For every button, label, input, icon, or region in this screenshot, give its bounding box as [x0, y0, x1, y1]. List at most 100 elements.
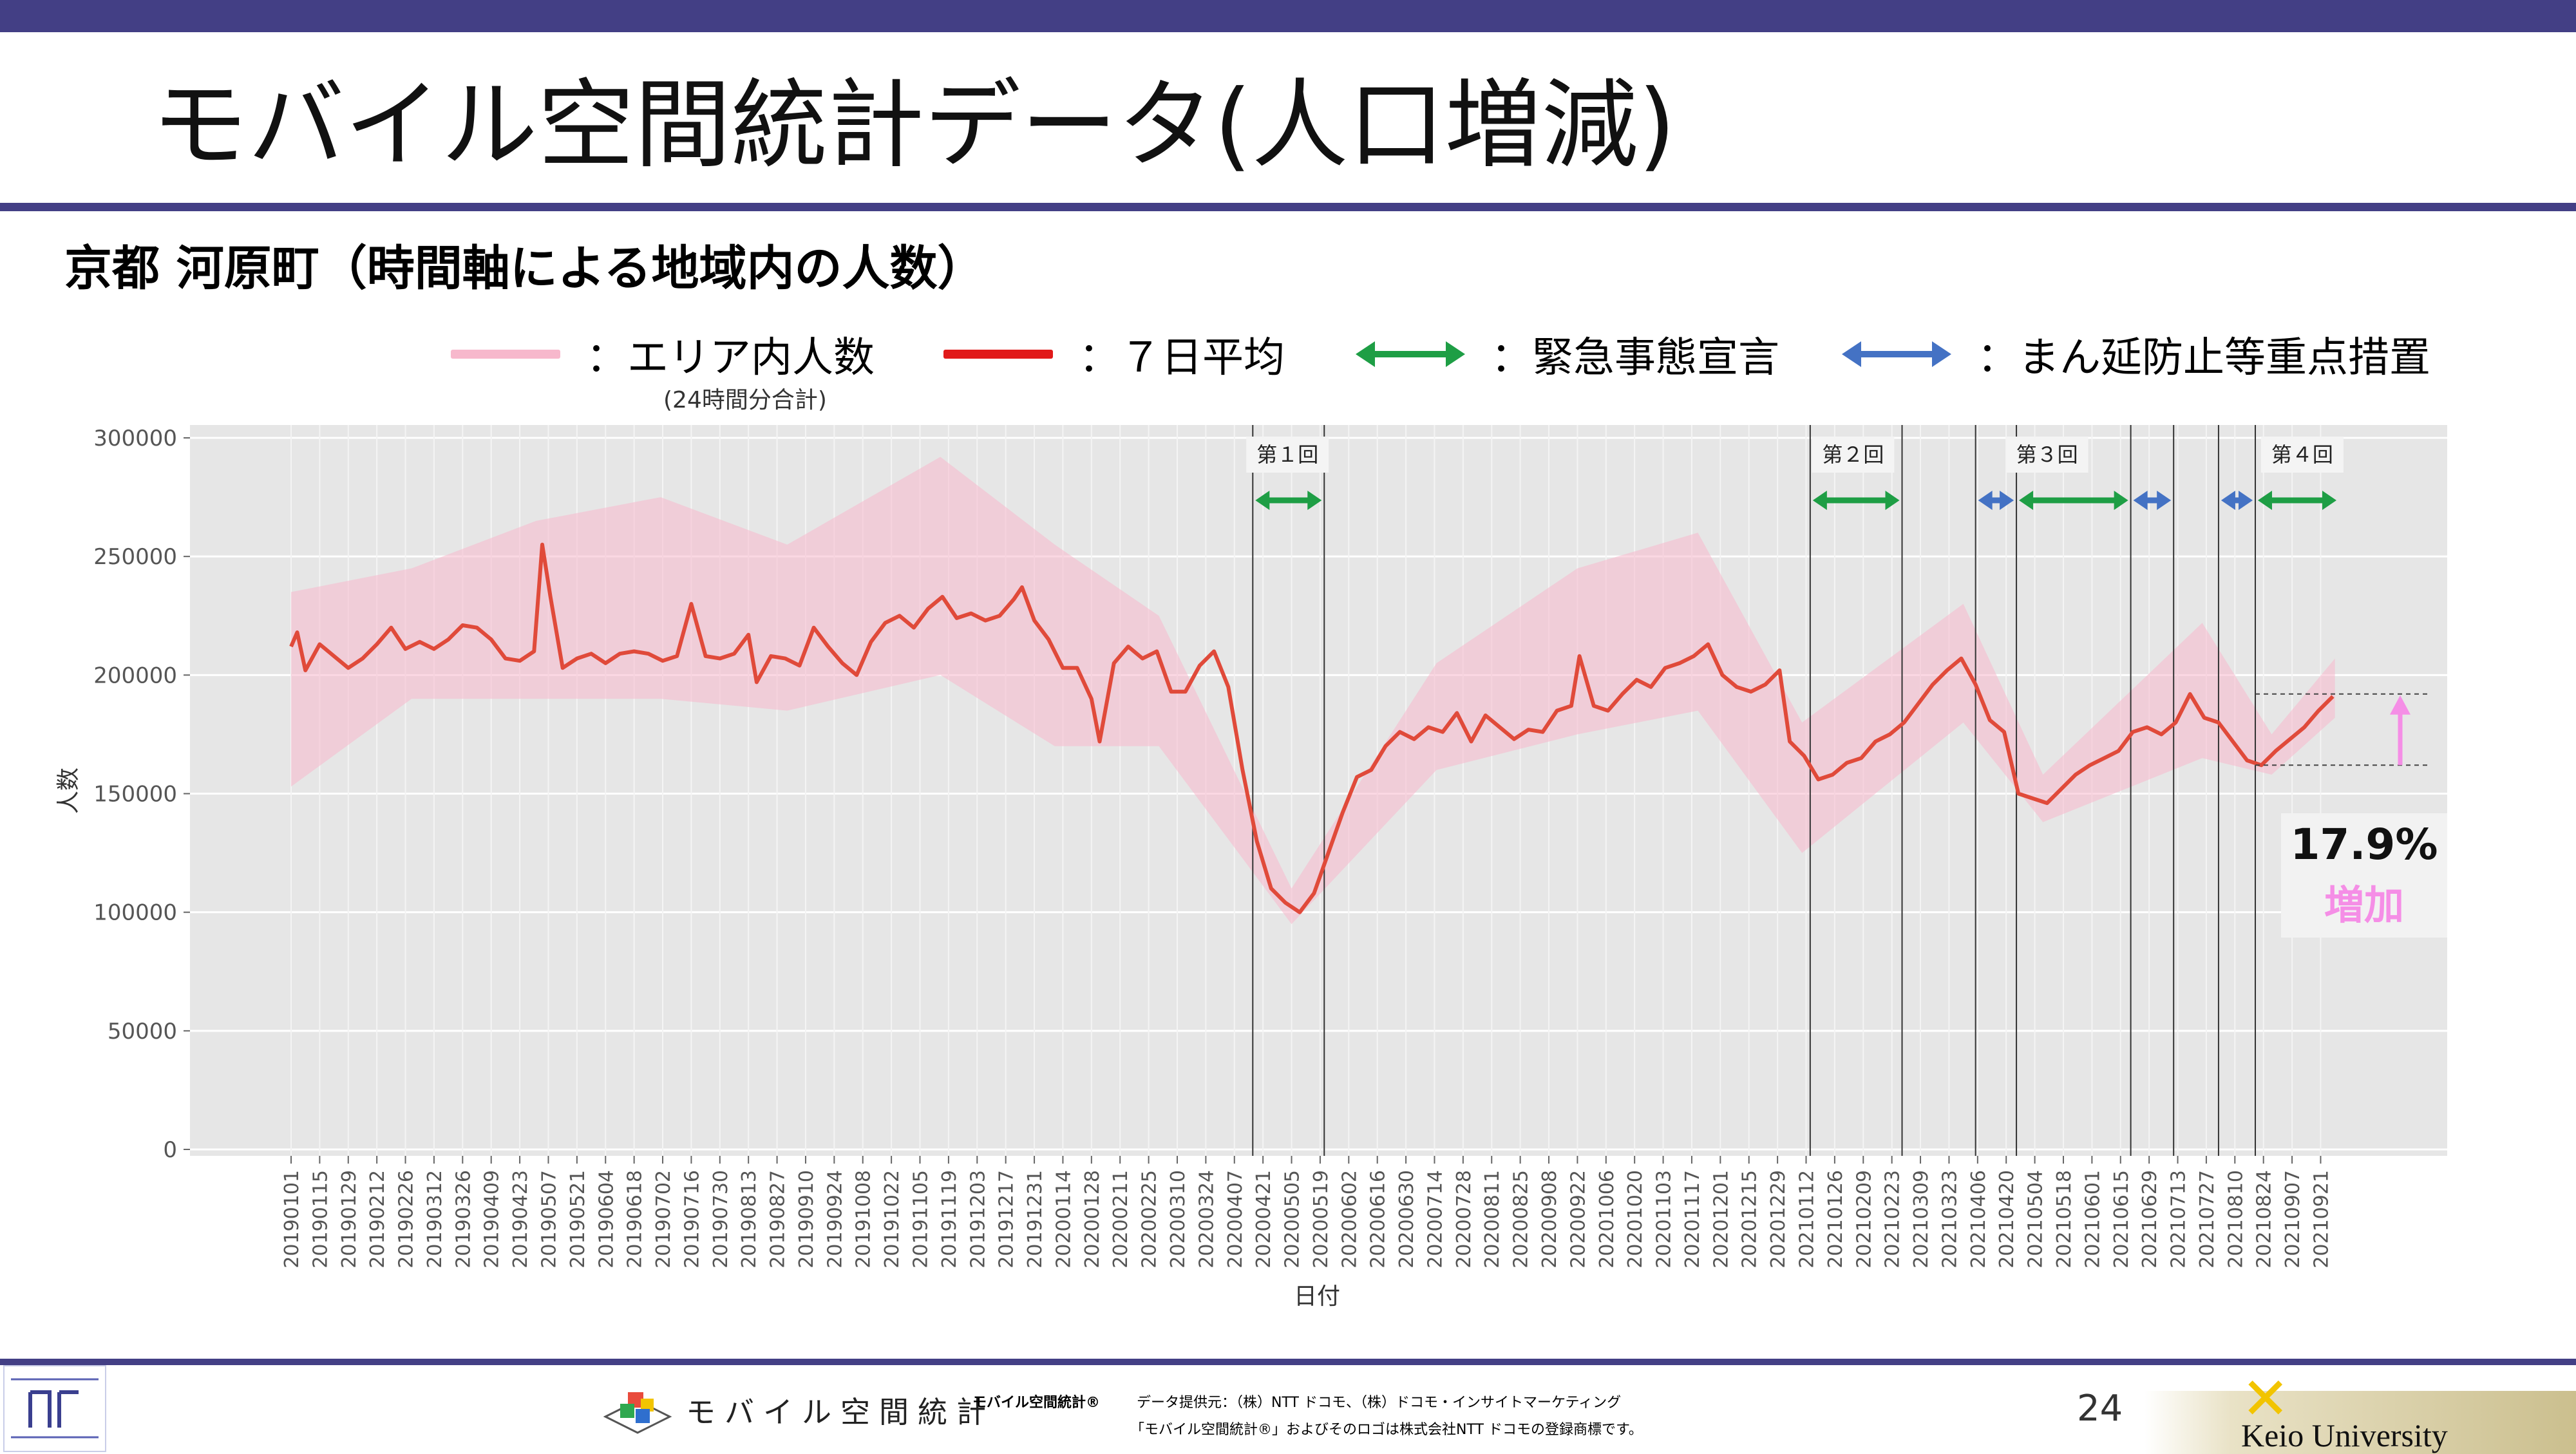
- priority-measure-arrow: [2221, 491, 2253, 510]
- period-arrow-head-right: [2239, 491, 2253, 510]
- x-tick-label: 20190910: [795, 1170, 818, 1269]
- period-arrow-head-right: [1307, 491, 1322, 510]
- y-tick-label: 300000: [93, 426, 177, 451]
- declaration-periods: 第１回 第２回 第３回 第４回: [1246, 437, 2344, 510]
- emergency-period-arrow: [2019, 491, 2128, 510]
- period-label: 第２回: [1822, 442, 1884, 467]
- x-tick-label: 20191008: [853, 1170, 875, 1269]
- page-number: 24: [2077, 1388, 2123, 1430]
- legend-label: ：まん延防止等重点措置: [1977, 334, 2430, 382]
- priority-measure-arrow: [1978, 491, 2014, 510]
- y-tick-label: 0: [163, 1137, 177, 1163]
- x-tick-label: 20200421: [1253, 1170, 1275, 1269]
- period-label: 第３回: [2016, 442, 2078, 467]
- x-tick-label: 20201117: [1681, 1170, 1704, 1269]
- x-tick-label: 20210112: [1796, 1170, 1819, 1269]
- x-tick-label: 20210615: [2110, 1170, 2133, 1269]
- x-tick-label: 20190129: [338, 1170, 361, 1269]
- x-tick-label: 20200616: [1367, 1170, 1390, 1269]
- x-tick-label: 20190730: [710, 1170, 732, 1269]
- x-tick-label: 20210209: [1853, 1170, 1875, 1269]
- legend-sub-note: (24時間分合計): [663, 387, 827, 413]
- legend-item-emergency: ：緊急事態宣言: [1356, 322, 1779, 386]
- x-tick-label: 20190115: [309, 1170, 332, 1269]
- x-tick-label: 20210824: [2253, 1170, 2276, 1269]
- x-tick-label: 20190312: [424, 1170, 446, 1269]
- x-tick-label: 20210223: [1882, 1170, 1904, 1269]
- x-axis: 20190101 20190115 20190129 20190212 20190226…: [281, 1156, 2333, 1269]
- x-tick-label: 20210420: [1996, 1170, 2018, 1269]
- x-tick-label: 20200602: [1338, 1170, 1361, 1269]
- x-axis-label: 日付: [1294, 1283, 1340, 1310]
- x-tick-label: 20190326: [452, 1170, 475, 1269]
- x-tick-label: 20200908: [1539, 1170, 1561, 1269]
- period-label-box: [1246, 437, 1329, 473]
- legend-label: ：エリア内人数: [586, 334, 875, 382]
- population-line-chart: 第１回 第２回 第３回 第４回 0 50000 100000 150000 200000 250…: [55, 425, 2447, 1310]
- x-tick-label: 20210921: [2310, 1170, 2333, 1269]
- x-tick-label: 20200225: [1139, 1170, 1161, 1269]
- period-arrow-head-right: [1885, 491, 1900, 510]
- lab-logo: [3, 1365, 106, 1452]
- x-tick-label: 20210309: [1910, 1170, 1933, 1269]
- period-arrow-head-right: [2157, 491, 2172, 510]
- blue-double-arrow-icon: [1842, 341, 1951, 367]
- legend-item-area-count: ：エリア内人数: [451, 322, 875, 386]
- y-tick-label: 250000: [93, 544, 177, 570]
- y-tick-label: 100000: [93, 900, 177, 926]
- x-tick-label: 20190813: [738, 1170, 761, 1269]
- x-tick-label: 20200714: [1424, 1170, 1446, 1269]
- mobile-spatial-logo: モバイル空間統計: [602, 1384, 995, 1436]
- priority-measure-arrow: [2133, 491, 2172, 510]
- daily-count-band: [291, 457, 2335, 925]
- x-tick-label: 20191231: [1024, 1170, 1046, 1269]
- x-tick-label: 20190409: [481, 1170, 504, 1269]
- x-tick-label: 20190521: [567, 1170, 589, 1269]
- top-accent-bar: [0, 0, 2576, 32]
- x-tick-label: 20210907: [2282, 1170, 2304, 1269]
- x-tick-label: 20190924: [824, 1170, 846, 1269]
- x-tick-label: 20210601: [2081, 1170, 2104, 1269]
- seven-day-average-series: [289, 542, 2334, 914]
- footer-logo-text: モバイル空間統計: [686, 1395, 995, 1430]
- x-tick-label: 20201103: [1653, 1170, 1676, 1269]
- x-tick-label: 20191022: [881, 1170, 904, 1269]
- annotation-percent: 17.9%: [2290, 820, 2438, 869]
- footer-credit-line1: データ提供元：（株）NTT ドコモ、（株）ドコモ・インサイトマーケティング: [1137, 1395, 1622, 1411]
- period-arrow-head-left: [1255, 491, 1270, 510]
- x-tick-label: 20191119: [938, 1170, 961, 1269]
- x-tick-label: 20200519: [1310, 1170, 1332, 1269]
- x-tick-label: 20191105: [910, 1170, 933, 1269]
- x-tick-label: 20200324: [1195, 1170, 1218, 1269]
- period-label-box: [2260, 437, 2344, 473]
- period-label-box: [2005, 437, 2088, 473]
- x-tick-label: 20210518: [2053, 1170, 2076, 1269]
- x-tick-label: 20200728: [1453, 1170, 1475, 1269]
- x-tick-label: 20190212: [366, 1170, 389, 1269]
- period-arrow-head-right: [2114, 491, 2128, 510]
- university-logo: ✕ Keio University: [2145, 1365, 2576, 1454]
- x-tick-label: 20210727: [2196, 1170, 2219, 1269]
- x-tick-label: 20190423: [509, 1170, 532, 1269]
- x-tick-label: 20201020: [1624, 1170, 1647, 1269]
- y-tick-label: 150000: [93, 782, 177, 807]
- period-label-box: [1812, 437, 1895, 473]
- pen-mark-icon: ✕: [2241, 1365, 2290, 1433]
- declaration-markers: [1252, 425, 2257, 1156]
- y-axis-label: 人数: [55, 768, 82, 814]
- annotation-label: 増加: [2324, 882, 2404, 929]
- x-tick-label: 20200505: [1282, 1170, 1304, 1269]
- emergency-period-arrow: [2258, 491, 2336, 510]
- period-arrow-head-left: [2258, 491, 2273, 510]
- increase-arrow-head: [2390, 695, 2410, 715]
- x-tick-label: 20201006: [1596, 1170, 1618, 1269]
- x-tick-label: 20190827: [767, 1170, 790, 1269]
- x-tick-label: 20200128: [1081, 1170, 1104, 1269]
- lab-logo-mark: [11, 1378, 99, 1439]
- x-tick-label: 20190618: [624, 1170, 647, 1269]
- emergency-period-arrow: [1255, 491, 1322, 510]
- period-arrow-head-right: [2322, 491, 2336, 510]
- x-tick-label: 20210810: [2224, 1170, 2247, 1269]
- y-tick-label: 50000: [108, 1019, 177, 1044]
- title-rule: [0, 203, 2576, 211]
